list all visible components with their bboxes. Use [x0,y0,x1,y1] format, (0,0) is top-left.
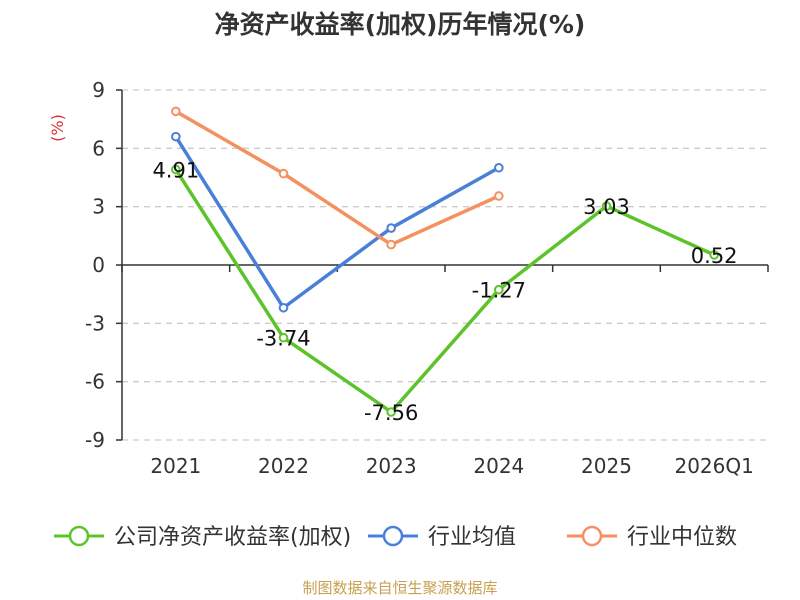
data-point [278,302,289,313]
legend[interactable]: 公司净资产收益率(加权) 行业均值 行业中位数 [54,525,737,550]
data-point [386,223,396,233]
y-tick-label: -9 [85,428,105,452]
series-0 [171,164,719,417]
legend-item-2[interactable]: 行业中位数 [567,525,737,550]
series-line [174,109,500,247]
legend-label: 行业均值 [428,525,516,550]
x-tick-label: 2023 [366,454,417,478]
x-tick-label: 2024 [473,454,524,478]
legend-marker [382,525,404,547]
legend-item-0[interactable]: 公司净资产收益率(加权) [54,525,351,550]
data-point [278,168,289,179]
series-lines [171,106,719,417]
x-tick-label: 2025 [581,454,632,478]
data-point [494,284,504,295]
data-point [494,191,504,201]
series-line [174,168,715,414]
data-point [601,201,612,211]
data-point [278,332,289,343]
y-tick-label: 0 [92,253,105,277]
data-label: 4.91 [152,159,199,183]
x-tick-labels: 2021 2022 2023 2024 2025 2026Q1 [150,454,753,478]
x-tick-label: 2022 [258,454,309,478]
data-point [709,250,719,260]
y-tick-label: 9 [92,78,105,102]
y-tick-label: -3 [85,311,105,335]
legend-label: 行业中位数 [627,525,737,550]
series-2 [171,106,504,250]
legend-item-1[interactable]: 行业均值 [368,525,516,550]
data-point [171,164,181,175]
data-point [494,162,504,173]
data-labels: 4.91 -3.74 -7.56 -1.27 3.03 0.52 [152,159,737,425]
x-tick-label: 2026Q1 [674,454,753,478]
data-point [171,106,181,117]
series-line [174,135,500,310]
axes [116,89,769,441]
data-point [386,407,396,417]
x-tick-label: 2021 [150,454,201,478]
data-label: -1.27 [472,279,526,303]
y-tick-label: 6 [92,136,105,160]
y-tick-label: 3 [92,195,105,219]
data-label: -3.74 [256,327,310,351]
y-tick-label: -6 [85,370,105,394]
data-label: 3.03 [583,195,630,219]
source-note: 制图数据来自恒生聚源数据库 [302,579,497,597]
legend-marker [68,525,90,547]
data-point [171,131,181,142]
series-1 [171,131,504,313]
data-label: -7.56 [364,401,418,425]
data-label: 0.52 [691,244,738,268]
legend-marker [581,525,603,547]
y-tick-labels: 9 6 3 0 -3 -6 -9 [85,78,105,452]
y-axis-label: (%) [48,114,67,142]
chart-title: 净资产收益率(加权)历年情况(%) [215,10,586,39]
data-point [386,239,396,250]
grid-lines [122,89,768,441]
legend-label: 公司净资产收益率(加权) [114,525,351,550]
